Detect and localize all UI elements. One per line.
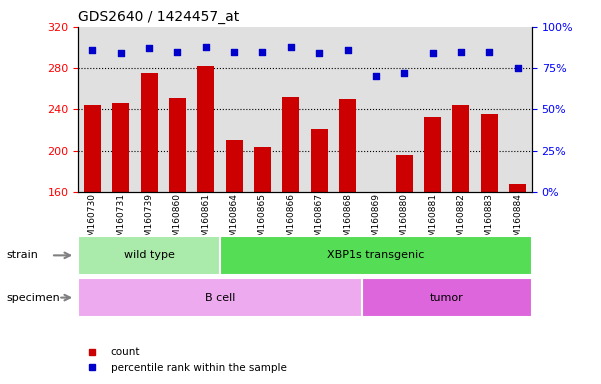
Bar [509, 184, 526, 192]
Point [201, 44, 210, 50]
Point [513, 65, 522, 71]
Bar [453, 105, 469, 192]
Point [456, 49, 466, 55]
Text: tumor: tumor [430, 293, 464, 303]
Bar [481, 114, 498, 192]
Bar [197, 66, 215, 192]
Point [484, 49, 494, 55]
Bar [424, 117, 441, 192]
Bar [84, 105, 101, 192]
Point [428, 50, 438, 56]
Text: XBP1s transgenic: XBP1s transgenic [327, 250, 424, 260]
Point [314, 50, 324, 56]
Point [144, 45, 154, 51]
Text: B cell: B cell [205, 293, 235, 303]
Bar [311, 129, 328, 192]
Point [88, 47, 97, 53]
Bar [396, 155, 413, 192]
Legend: count, percentile rank within the sample: count, percentile rank within the sample [78, 343, 291, 377]
Point [400, 70, 409, 76]
Point [230, 49, 239, 55]
Bar [254, 147, 271, 192]
Text: specimen: specimen [6, 293, 59, 303]
Bar [339, 99, 356, 192]
Point [116, 50, 126, 56]
Text: wild type: wild type [124, 250, 174, 260]
Text: GDS2640 / 1424457_at: GDS2640 / 1424457_at [78, 10, 239, 25]
Point [258, 49, 267, 55]
Bar [282, 97, 299, 192]
Bar [112, 103, 129, 192]
Point [343, 47, 352, 53]
Bar [225, 141, 243, 192]
Point [371, 73, 380, 79]
Point [172, 49, 182, 55]
Point [286, 44, 296, 50]
Bar [141, 73, 157, 192]
Text: strain: strain [6, 250, 38, 260]
Bar [169, 98, 186, 192]
